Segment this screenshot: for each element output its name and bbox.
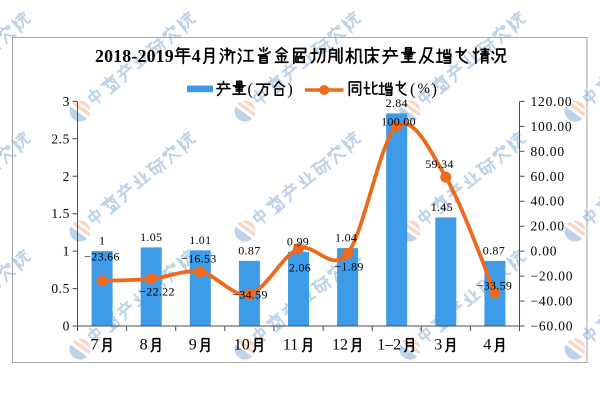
svg-text:−20.00: −20.00 <box>531 269 574 284</box>
svg-text:4: 4 <box>483 337 491 354</box>
svg-text:): ) <box>287 79 293 98</box>
svg-text:2.5: 2.5 <box>51 131 70 146</box>
svg-text:−16.53: −16.53 <box>181 251 217 265</box>
svg-text:100.00: 100.00 <box>531 119 573 134</box>
svg-text:2.84: 2.84 <box>386 96 408 110</box>
svg-text:59.34: 59.34 <box>425 157 454 171</box>
svg-text:1.05: 1.05 <box>140 230 162 244</box>
svg-text:1: 1 <box>63 244 70 259</box>
svg-text:3: 3 <box>434 337 442 354</box>
svg-text:−60.00: −60.00 <box>531 319 574 334</box>
svg-text:120.00: 120.00 <box>531 94 573 109</box>
svg-text:40.00: 40.00 <box>531 194 565 209</box>
svg-text:−40.00: −40.00 <box>531 294 574 309</box>
svg-text:%: % <box>418 81 431 97</box>
svg-text:80.00: 80.00 <box>531 144 565 159</box>
svg-text:7: 7 <box>91 337 99 354</box>
svg-text:1.45: 1.45 <box>431 200 453 214</box>
svg-text:8: 8 <box>140 337 148 354</box>
svg-text:−34.59: −34.59 <box>232 287 268 301</box>
svg-text:2018-2019: 2018-2019 <box>95 46 174 66</box>
svg-text:0.5: 0.5 <box>51 281 70 296</box>
svg-text:(: ( <box>410 79 416 98</box>
svg-text:2: 2 <box>63 169 70 184</box>
svg-text:4: 4 <box>192 46 201 66</box>
svg-text:−22.22: −22.22 <box>139 284 175 298</box>
svg-text:11: 11 <box>283 337 298 354</box>
svg-text:1: 1 <box>99 234 105 248</box>
svg-text:100.00: 100.00 <box>381 115 416 129</box>
svg-text:20.00: 20.00 <box>531 219 565 234</box>
svg-text:(: ( <box>248 79 254 98</box>
svg-text:): ) <box>432 79 438 98</box>
svg-text:3: 3 <box>63 94 70 109</box>
svg-text:1.01: 1.01 <box>189 233 211 247</box>
svg-text:0.87: 0.87 <box>238 243 260 257</box>
svg-text:−33.59: −33.59 <box>477 279 513 293</box>
svg-text:0: 0 <box>63 319 70 334</box>
svg-text:−23.66: −23.66 <box>84 250 120 264</box>
svg-text:0.99: 0.99 <box>287 234 309 248</box>
svg-text:0.00: 0.00 <box>531 244 558 259</box>
svg-text:12: 12 <box>332 337 348 354</box>
svg-text:−1.89: −1.89 <box>334 260 363 274</box>
svg-text:10: 10 <box>234 337 250 354</box>
svg-text:1.5: 1.5 <box>51 206 70 221</box>
svg-text:60.00: 60.00 <box>531 169 565 184</box>
svg-text:0.87: 0.87 <box>483 243 505 257</box>
svg-text:2.06: 2.06 <box>289 261 311 275</box>
svg-text:9: 9 <box>189 337 197 354</box>
svg-text:1.04: 1.04 <box>335 231 357 245</box>
svg-text:1–2: 1–2 <box>377 337 401 354</box>
